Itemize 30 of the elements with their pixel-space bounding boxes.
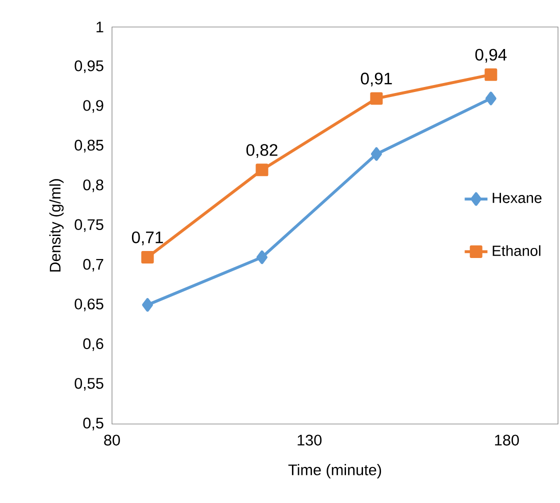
x-tick-label: 80	[104, 434, 120, 446]
data-label: 0,71	[132, 231, 163, 246]
point	[142, 298, 153, 312]
y-tick-label: 0,6	[83, 338, 104, 351]
data-label: 0,91	[360, 72, 392, 86]
legend-label: Ethanol	[492, 245, 540, 256]
x-tick-label: 180	[495, 434, 519, 446]
y-axis-title: Density (g/ml)	[49, 179, 64, 272]
y-tick-label: 0,55	[74, 378, 104, 391]
y-tick-label: 0,5	[83, 418, 104, 430]
point	[256, 250, 268, 264]
y-tick-label: 0,65	[74, 298, 104, 312]
point	[370, 147, 382, 161]
point	[485, 92, 496, 106]
x-axis-title: Time (minute)	[288, 464, 382, 478]
y-tick-label: 0,9	[83, 100, 104, 113]
y-tick-label: 0,8	[83, 179, 104, 192]
data-label: 0,82	[246, 144, 278, 158]
legend-label: Hexane	[492, 192, 542, 204]
point	[484, 68, 498, 81]
y-tick-label: 0,75	[74, 219, 104, 232]
point	[256, 164, 268, 176]
y-tick-label: 0,85	[74, 140, 104, 152]
y-tick-label: 0,7	[83, 258, 104, 272]
y-tick-label: 1	[96, 22, 104, 32]
x-tick-label: 130	[298, 434, 322, 446]
point	[370, 92, 383, 105]
point	[141, 250, 154, 264]
data-label: 0,94	[475, 48, 507, 63]
y-tick-label: 0,95	[74, 60, 104, 74]
